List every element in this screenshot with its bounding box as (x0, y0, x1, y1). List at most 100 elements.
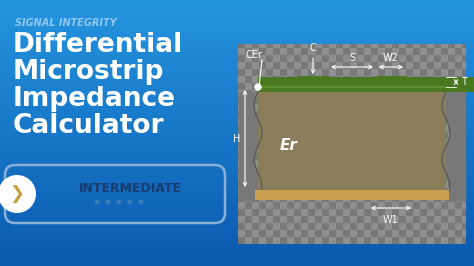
Bar (259, 90, 266, 97)
Bar (420, 44, 427, 48)
Bar (280, 44, 287, 48)
Bar (371, 55, 378, 62)
Bar (441, 202, 448, 209)
Bar (0, 112, 474, 117)
Bar (392, 83, 399, 90)
Bar (252, 216, 259, 223)
Bar (462, 125, 466, 132)
Bar (455, 132, 462, 139)
Bar (245, 69, 252, 76)
Bar (462, 202, 466, 209)
Bar (259, 132, 266, 139)
Bar (406, 216, 413, 223)
Bar (406, 111, 413, 118)
Bar (343, 230, 350, 237)
Text: S: S (349, 53, 355, 63)
Bar (273, 223, 280, 230)
Bar (259, 181, 266, 188)
Bar (0, 72, 474, 77)
Bar (273, 76, 280, 83)
Bar (357, 132, 364, 139)
Bar (392, 118, 399, 125)
Bar (301, 174, 308, 181)
Bar (392, 202, 399, 209)
Bar (245, 160, 252, 167)
Bar (315, 83, 322, 90)
Bar (322, 195, 329, 202)
Circle shape (106, 200, 110, 205)
Bar (434, 167, 441, 174)
Circle shape (94, 200, 100, 205)
Bar (238, 132, 245, 139)
Bar (343, 174, 350, 181)
Bar (0, 195, 474, 200)
Bar (385, 132, 392, 139)
Bar (343, 97, 350, 104)
Bar (329, 111, 336, 118)
Text: H: H (233, 134, 240, 143)
Bar (343, 223, 350, 230)
Bar (462, 230, 466, 237)
Bar (258, 87, 446, 92)
Bar (0, 142, 474, 146)
Bar (392, 90, 399, 97)
Bar (252, 153, 259, 160)
Bar (427, 216, 434, 223)
Bar (448, 139, 455, 146)
Bar (280, 237, 287, 244)
Bar (392, 160, 399, 167)
Bar (0, 36, 474, 40)
Bar (0, 155, 474, 160)
Bar (399, 44, 406, 48)
Bar (308, 181, 315, 188)
Bar (392, 55, 399, 62)
Bar (420, 153, 427, 160)
Bar (350, 209, 357, 216)
Bar (266, 167, 273, 174)
Bar (308, 97, 315, 104)
Bar (0, 42, 474, 47)
Bar (252, 139, 259, 146)
Bar (441, 76, 448, 83)
Bar (301, 188, 308, 195)
Bar (385, 69, 392, 76)
Bar (350, 146, 357, 153)
Bar (378, 48, 385, 55)
Bar (441, 167, 448, 174)
Bar (329, 195, 336, 202)
Bar (0, 132, 474, 136)
Bar (280, 55, 287, 62)
Bar (434, 83, 441, 90)
Bar (308, 90, 315, 97)
Bar (252, 48, 259, 55)
Bar (378, 97, 385, 104)
Bar (322, 90, 329, 97)
Bar (266, 90, 273, 97)
Bar (294, 195, 301, 202)
Bar (0, 178, 474, 183)
Bar (343, 216, 350, 223)
Bar (336, 125, 343, 132)
Bar (413, 132, 420, 139)
Bar (273, 230, 280, 237)
Bar (0, 85, 474, 90)
Bar (273, 104, 280, 111)
Bar (455, 125, 462, 132)
Bar (273, 48, 280, 55)
Bar (385, 44, 392, 48)
Bar (392, 146, 399, 153)
Bar (0, 169, 474, 173)
Bar (329, 167, 336, 174)
Bar (287, 146, 294, 153)
Bar (434, 76, 441, 83)
Bar (364, 202, 371, 209)
Bar (252, 62, 259, 69)
Bar (273, 209, 280, 216)
Bar (329, 125, 336, 132)
Bar (273, 55, 280, 62)
Bar (441, 83, 448, 90)
Bar (259, 195, 266, 202)
Bar (462, 181, 466, 188)
Bar (413, 48, 420, 55)
Bar (392, 48, 399, 55)
